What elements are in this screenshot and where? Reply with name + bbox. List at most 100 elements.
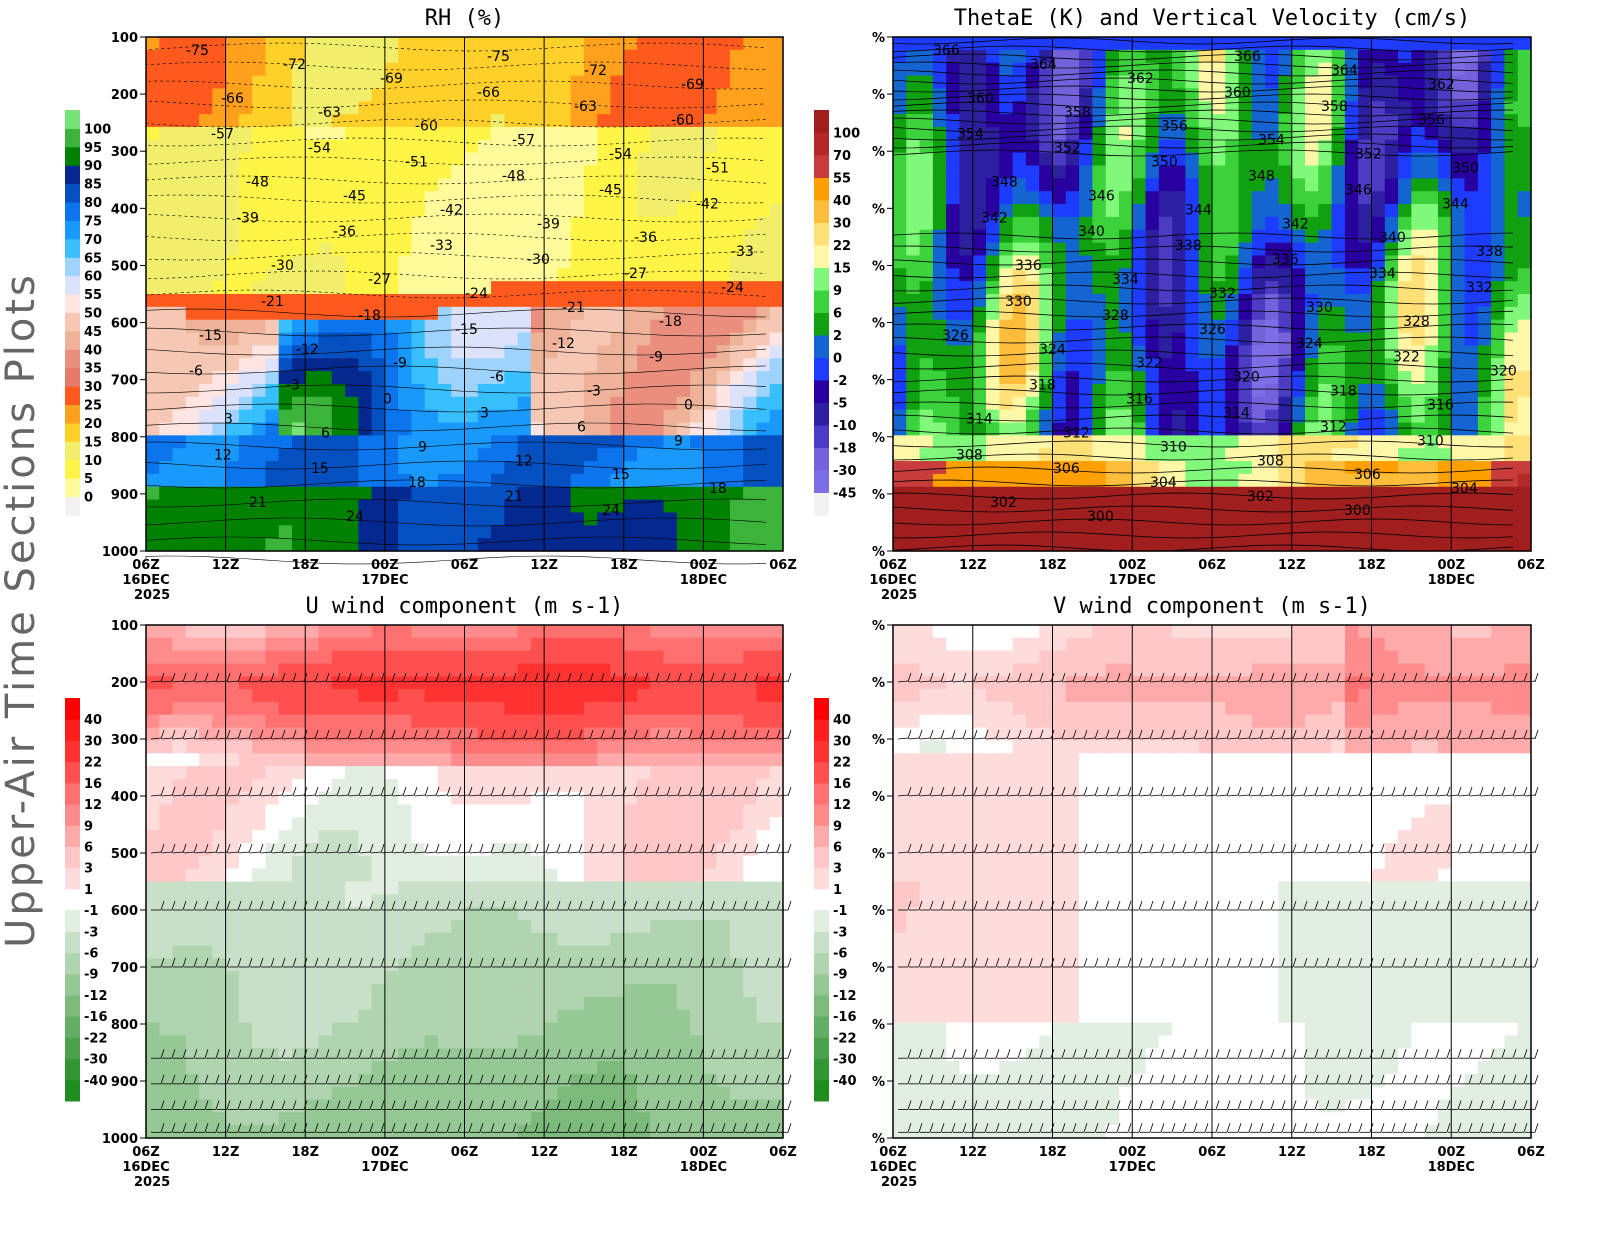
contour-cell xyxy=(398,512,413,526)
contour-cell xyxy=(919,435,934,449)
contour-cell xyxy=(424,461,439,475)
contour-cell xyxy=(1411,229,1426,244)
contour-cell xyxy=(650,435,665,449)
contour-cell xyxy=(1504,114,1519,128)
contour-cell xyxy=(946,345,961,359)
contour-cell xyxy=(146,868,160,883)
contour-cell xyxy=(424,152,439,167)
contour-cell xyxy=(477,204,492,218)
contour-cell xyxy=(491,191,505,205)
contour-cell xyxy=(371,996,386,1011)
contour-cell xyxy=(331,932,346,947)
contour-cell xyxy=(504,525,519,539)
contour-cell xyxy=(1305,396,1319,411)
contour-cell xyxy=(1132,409,1147,424)
contour-cell xyxy=(972,165,987,179)
contour-cell xyxy=(278,255,293,269)
contour-cell xyxy=(1225,126,1240,141)
contour-label: -45 xyxy=(599,182,622,198)
contour-cell xyxy=(199,409,213,424)
contour-cell xyxy=(1052,216,1067,231)
contour-cell xyxy=(1517,422,1532,436)
contour-cell xyxy=(318,1099,333,1113)
contour-cell xyxy=(252,165,267,179)
contour-cell xyxy=(517,538,532,552)
contour-cell xyxy=(371,332,386,346)
contour-cell xyxy=(1411,538,1426,552)
contour-label: 332 xyxy=(1209,286,1236,302)
contour-cell xyxy=(1105,422,1120,436)
contour-cell xyxy=(1132,114,1147,128)
contour-cell xyxy=(305,165,320,179)
contour-cell xyxy=(893,255,907,269)
contour-cell xyxy=(557,242,572,257)
contour-cell xyxy=(729,332,744,346)
contour-cell xyxy=(504,62,519,77)
contour-cell xyxy=(663,345,678,359)
contour-cell xyxy=(291,499,306,514)
contour-cell xyxy=(265,512,280,526)
contour-cell xyxy=(225,178,240,192)
contour-cell xyxy=(1251,191,1266,205)
contour-cell xyxy=(1025,332,1040,346)
contour-label: -42 xyxy=(696,196,719,212)
contour-cell xyxy=(1092,281,1107,295)
contour-cell xyxy=(893,152,907,167)
contour-cell xyxy=(265,294,280,308)
contour-cell xyxy=(146,1125,160,1139)
contour-cell xyxy=(291,37,306,51)
contour-cell xyxy=(530,139,545,154)
contour-cell xyxy=(199,448,213,462)
contour-cell xyxy=(530,461,545,475)
contour-cell xyxy=(906,358,921,372)
contour-cell xyxy=(597,204,612,218)
contour-cell xyxy=(1477,499,1492,514)
contour-cell xyxy=(1012,49,1027,64)
contour-cell xyxy=(451,139,466,154)
contour-cell xyxy=(451,204,466,218)
contour-cell xyxy=(199,281,213,295)
contour-cell xyxy=(716,49,731,64)
contour-cell xyxy=(212,448,227,462)
contour-cell xyxy=(318,268,333,282)
contour-cell xyxy=(999,268,1014,282)
contour-cell xyxy=(756,525,771,539)
contour-cell xyxy=(1212,216,1226,231)
contour-cell xyxy=(252,204,267,218)
contour-cell xyxy=(1079,473,1093,488)
contour-cell xyxy=(1437,294,1452,308)
contour-cell xyxy=(411,396,426,411)
contour-cell xyxy=(291,932,306,947)
contour-cell xyxy=(570,306,585,321)
temperature-contour xyxy=(145,346,767,356)
contour-cell xyxy=(212,984,227,998)
contour-cell xyxy=(597,538,612,552)
contour-cell xyxy=(1437,62,1452,77)
contour-cell xyxy=(906,126,921,141)
contour-cell xyxy=(172,868,187,883)
contour-cell xyxy=(623,383,638,398)
contour-cell xyxy=(1105,383,1120,398)
contour-cell xyxy=(663,358,678,372)
contour-cell xyxy=(1291,88,1306,102)
contour-cell xyxy=(252,701,267,716)
contour-cell xyxy=(371,1061,386,1075)
contour-cell xyxy=(1185,178,1200,192)
contour-cell xyxy=(225,689,240,703)
contour-cell xyxy=(398,371,413,385)
contour-cell xyxy=(919,88,934,102)
contour-cell xyxy=(1504,178,1519,192)
contour-cell xyxy=(331,37,346,51)
contour-cell xyxy=(384,791,399,806)
contour-cell xyxy=(583,306,598,321)
contour-cell xyxy=(345,37,359,51)
contour-cell xyxy=(199,1112,213,1126)
contour-cell xyxy=(1331,371,1346,385)
contour-cell xyxy=(959,486,974,501)
contour-cell xyxy=(959,37,974,51)
contour-cell xyxy=(570,114,585,128)
contour-cell xyxy=(544,204,558,218)
contour-cell xyxy=(278,1099,293,1113)
contour-cell xyxy=(906,49,921,64)
contour-cell xyxy=(371,139,386,154)
